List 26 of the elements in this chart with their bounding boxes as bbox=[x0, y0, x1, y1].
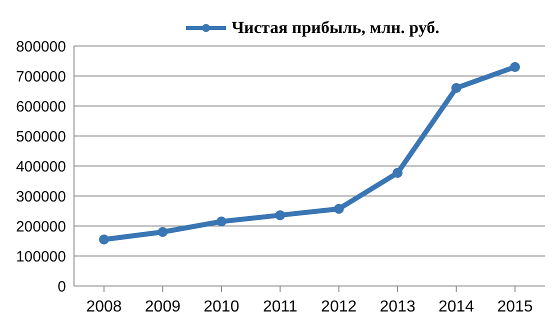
x-tick-label: 2009 bbox=[144, 298, 181, 316]
x-tick-label: 2015 bbox=[497, 298, 533, 316]
y-tick-label: 0 bbox=[58, 278, 66, 296]
y-tick-label: 800000 bbox=[16, 38, 66, 56]
x-tick-label: 2012 bbox=[321, 298, 357, 316]
x-tick-label: 2013 bbox=[380, 298, 416, 316]
y-tick-label: 700000 bbox=[16, 68, 66, 86]
y-tick-label: 100000 bbox=[16, 248, 66, 266]
point bbox=[99, 234, 109, 244]
point bbox=[275, 210, 286, 220]
point bbox=[216, 216, 226, 226]
y-tick-label: 400000 bbox=[16, 158, 66, 176]
point bbox=[392, 168, 403, 178]
y-tick-label: 600000 bbox=[16, 98, 66, 116]
y-tick-label: 200000 bbox=[16, 218, 66, 236]
point bbox=[451, 83, 462, 93]
x-tick-label: 2011 bbox=[262, 298, 298, 316]
x-tick-label: 2014 bbox=[438, 298, 474, 316]
point bbox=[334, 204, 344, 214]
y-tick-label: 300000 bbox=[16, 188, 66, 206]
point bbox=[158, 227, 168, 237]
y-tick-label: 500000 bbox=[16, 128, 66, 146]
point bbox=[510, 62, 520, 72]
x-tick-label: 2008 bbox=[86, 298, 122, 316]
x-tick-label: 2010 bbox=[204, 298, 240, 316]
legend-label: Чистая прибыль, млн. руб. bbox=[232, 18, 440, 38]
